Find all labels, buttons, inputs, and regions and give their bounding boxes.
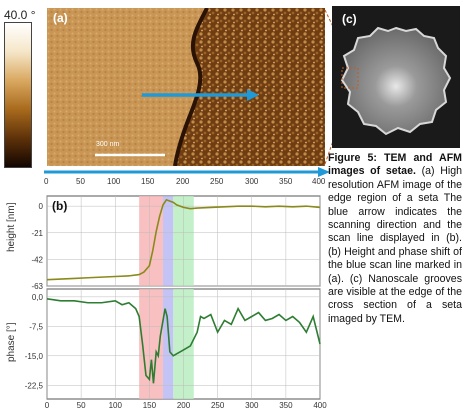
caption-title: Figure 5: TEM and AFM images of setae. xyxy=(328,152,462,178)
zoom-connector xyxy=(324,9,351,165)
a-tick: 200 xyxy=(176,177,190,186)
x-tick-label: 350 xyxy=(279,401,293,409)
height-band xyxy=(163,196,174,286)
height-series-line xyxy=(46,198,321,281)
panel-b-label: (b) xyxy=(52,199,68,213)
x-tick-label: 50 xyxy=(77,401,86,409)
caption-body: (a) High resolution AFM image of the edg… xyxy=(328,165,462,325)
a-tick: 350 xyxy=(279,177,293,186)
phase-tick-label: -15,0 xyxy=(25,352,44,361)
phase-axis-label: phase [°] xyxy=(6,322,17,362)
phase-series-line xyxy=(46,298,321,384)
x-tick-label: 100 xyxy=(109,401,123,409)
colorbar-top-label: 40.0 ° xyxy=(4,8,36,22)
height-axis-label: height [nm] xyxy=(6,202,17,252)
panel-c-label: (c) xyxy=(342,12,357,26)
tem-image xyxy=(332,6,460,148)
figure-caption: Figure 5: TEM and AFM images of setae. (… xyxy=(328,152,462,326)
scalebar-label: 300 nm xyxy=(96,141,120,148)
height-tick-label: -63 xyxy=(31,282,43,291)
x-tick-label: 0 xyxy=(45,401,50,409)
panel-a-axis-ticks: 0 50 100 150 200 250 300 350 400 xyxy=(0,177,464,189)
a-tick: 150 xyxy=(141,177,155,186)
a-tick: 50 xyxy=(76,177,85,186)
phase-tick-label: -7,5 xyxy=(29,322,43,331)
height-tick-label: -42 xyxy=(31,255,43,264)
colorbar xyxy=(4,22,32,168)
panel-a-label: (a) xyxy=(53,11,68,25)
height-band xyxy=(139,196,164,286)
phase-tick-label: 0,0 xyxy=(32,293,44,302)
phase-band xyxy=(163,289,174,399)
x-tick-label: 150 xyxy=(143,401,157,409)
x-tick-label: 200 xyxy=(177,401,191,409)
a-tick: 400 xyxy=(312,177,326,186)
a-tick: 300 xyxy=(245,177,259,186)
x-tick-label: 400 xyxy=(313,401,327,409)
a-tick: 0 xyxy=(44,177,49,186)
x-tick-label: 250 xyxy=(211,401,225,409)
x-tick-label: 300 xyxy=(245,401,259,409)
a-tick: 100 xyxy=(107,177,121,186)
afm-image xyxy=(47,8,325,166)
phase-tick-label: -22,5 xyxy=(25,381,44,390)
height-tick-label: -21 xyxy=(31,229,43,238)
height-tick-label: 0 xyxy=(39,202,44,211)
scan-axis xyxy=(44,167,330,177)
panel-b-charts: 0 -21 -42 -63 0,0 -7,5 -15,0 -22,5 0 50 100 150 200 2… xyxy=(6,195,327,409)
a-tick: 250 xyxy=(210,177,224,186)
